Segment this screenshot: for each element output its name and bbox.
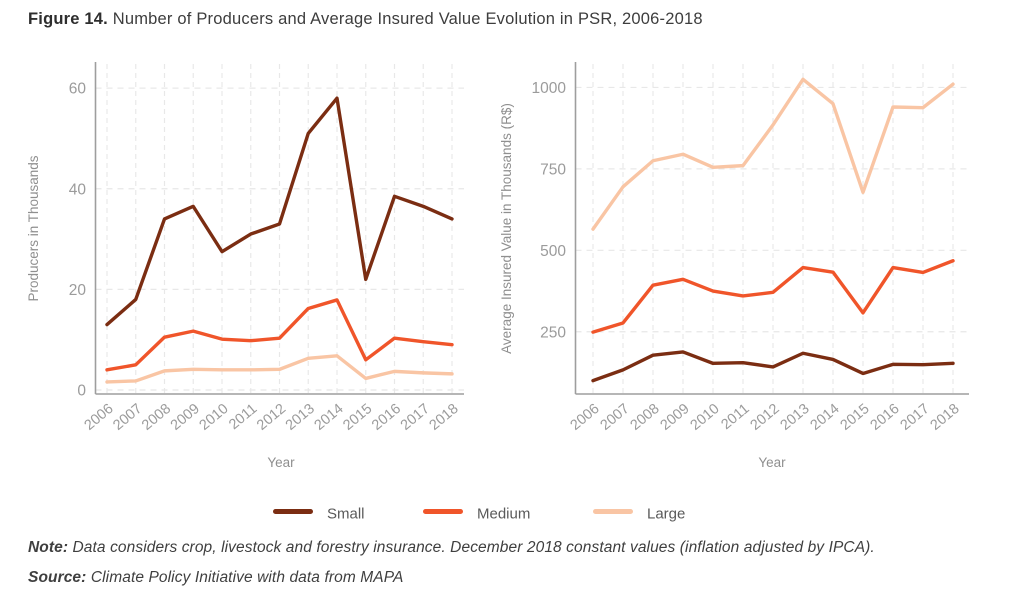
legend-label-medium: Medium — [477, 506, 530, 523]
insured-value-ytick-250: 250 — [540, 324, 566, 341]
producers-xtick-2008: 2008 — [139, 401, 174, 434]
insured-value-x-axis-title: Year — [758, 455, 786, 470]
figure-title: Figure 14. Number of Producers and Avera… — [28, 10, 703, 29]
insured-value-medium-series-line — [591, 259, 955, 334]
insured-value-large-series-line — [591, 77, 955, 231]
insured-value-xtick-2013: 2013 — [778, 401, 813, 434]
producers-medium-series-line — [105, 298, 454, 372]
insured-value-ytick-500: 500 — [540, 243, 566, 260]
figure-source: Source: Climate Policy Initiative with d… — [28, 569, 403, 587]
source-label: Source: — [28, 569, 87, 586]
producers-ytick-60: 60 — [69, 81, 87, 98]
insured-value-xtick-2006: 2006 — [568, 401, 603, 434]
insured-value-xtick-2015: 2015 — [838, 401, 873, 434]
producers-xtick-2006: 2006 — [82, 401, 117, 434]
producers-y-axis-title: Producers in Thousands — [26, 155, 41, 301]
note-label: Note: — [28, 539, 69, 556]
dual-line-chart-canvas: 0204060200620072008200920102011201220132… — [26, 62, 969, 523]
producers-xtick-2014: 2014 — [312, 401, 347, 434]
insured-value-ytick-750: 750 — [540, 161, 566, 178]
insured-value-xtick-2008: 2008 — [628, 401, 663, 434]
producers-small-series-line — [105, 96, 454, 327]
insured-value-xtick-2012: 2012 — [748, 401, 783, 434]
producers-ytick-40: 40 — [69, 181, 87, 198]
producers-xtick-2010: 2010 — [197, 401, 232, 434]
producers-xtick-2016: 2016 — [369, 401, 404, 434]
insured-value-xtick-2016: 2016 — [868, 401, 903, 434]
insured-value-xtick-2018: 2018 — [928, 401, 963, 434]
producers-xtick-2011: 2011 — [226, 401, 260, 433]
figure-title-text: Number of Producers and Average Insured … — [107, 10, 703, 28]
figure-number: Figure 14. — [28, 10, 108, 28]
legend-label-small: Small — [327, 506, 365, 523]
insured-value-ytick-1000: 1000 — [532, 80, 567, 97]
insured-value-xtick-2017: 2017 — [898, 401, 933, 434]
producers-xtick-2017: 2017 — [398, 401, 433, 434]
insured-value-xtick-2010: 2010 — [688, 401, 723, 434]
producers-large-series-line — [105, 354, 454, 384]
producers-x-axis-title: Year — [267, 455, 295, 470]
producers-xtick-2015: 2015 — [340, 401, 375, 434]
producers-xtick-2013: 2013 — [283, 401, 318, 434]
producers-xtick-2012: 2012 — [254, 401, 289, 434]
legend-label-large: Large — [647, 506, 685, 523]
producers-xtick-2009: 2009 — [168, 401, 203, 434]
insured-value-xtick-2011: 2011 — [718, 401, 752, 433]
insured-value-xtick-2007: 2007 — [598, 401, 633, 434]
producers-xtick-2018: 2018 — [427, 401, 462, 434]
insured-value-small-series-line — [591, 350, 955, 383]
figure-note: Note: Data considers crop, livestock and… — [28, 539, 875, 557]
producers-ytick-20: 20 — [69, 282, 87, 299]
source-text: Climate Policy Initiative with data from… — [86, 569, 404, 586]
insured-value-xtick-2014: 2014 — [808, 401, 843, 434]
note-text: Data considers crop, livestock and fores… — [68, 539, 875, 556]
legend-swatch-small — [273, 509, 313, 514]
producers-xtick-2007: 2007 — [110, 401, 145, 434]
producers-ytick-0: 0 — [77, 382, 86, 399]
legend-swatch-medium — [423, 509, 463, 514]
legend-swatch-large — [593, 509, 633, 514]
insured-value-xtick-2009: 2009 — [658, 401, 693, 434]
insured-value-y-axis-title: Average Insured Value in Thousands (R$) — [499, 103, 514, 354]
